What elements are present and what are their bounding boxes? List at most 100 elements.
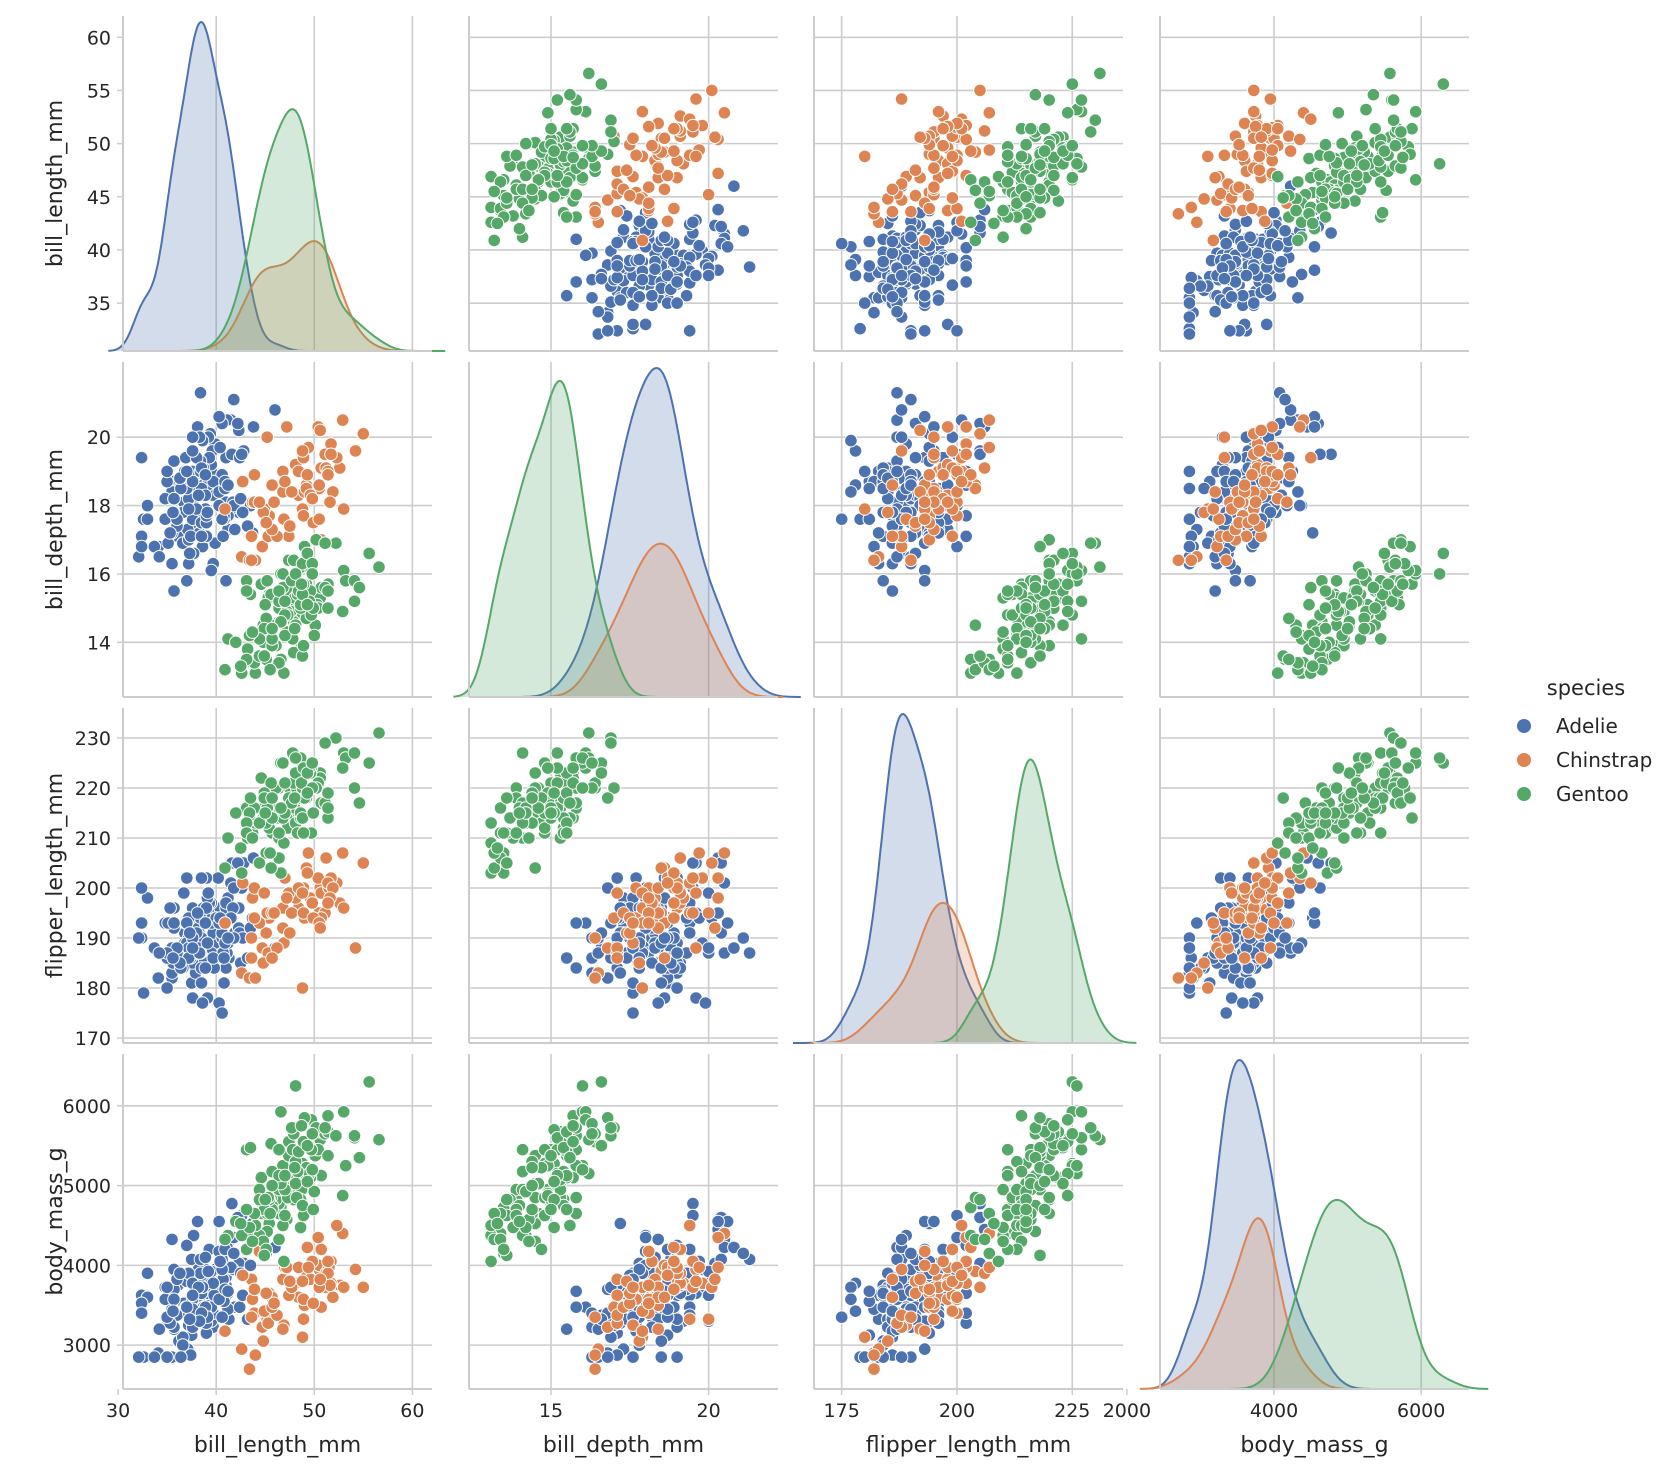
point-chinstrap xyxy=(641,1278,656,1293)
point-gentoo xyxy=(258,806,273,820)
y-tick-label: 35 xyxy=(87,293,111,315)
point-adelie xyxy=(186,1228,201,1243)
point-adelie xyxy=(610,235,625,250)
point-gentoo xyxy=(1375,205,1390,220)
point-chinstrap xyxy=(927,161,941,175)
point-gentoo xyxy=(305,1162,320,1177)
point-adelie xyxy=(600,324,615,338)
point-adelie xyxy=(950,324,964,338)
point-adelie xyxy=(908,271,923,286)
point-chinstrap xyxy=(1254,951,1268,965)
point-gentoo xyxy=(1386,93,1401,107)
point-chinstrap xyxy=(267,495,281,510)
point-chinstrap xyxy=(311,1230,326,1245)
point-adelie xyxy=(231,416,245,431)
point-gentoo xyxy=(559,210,574,224)
point-gentoo xyxy=(260,574,275,588)
point-chinstrap xyxy=(857,149,872,164)
point-gentoo xyxy=(594,1075,609,1089)
point-chinstrap xyxy=(922,1282,937,1297)
point-chinstrap xyxy=(711,1230,725,1245)
point-adelie xyxy=(1283,403,1298,417)
point-chinstrap xyxy=(1258,214,1272,229)
point-adelie xyxy=(140,891,155,905)
point-gentoo xyxy=(566,1119,580,1133)
point-gentoo xyxy=(1327,190,1342,204)
point-chinstrap xyxy=(1247,856,1261,870)
point-chinstrap xyxy=(259,926,274,940)
point-gentoo xyxy=(1340,182,1355,197)
point-gentoo xyxy=(1408,104,1423,119)
point-chinstrap xyxy=(1280,495,1294,510)
point-adelie xyxy=(165,1232,179,1247)
point-chinstrap xyxy=(305,491,320,506)
point-adelie xyxy=(742,946,757,960)
point-adelie xyxy=(1182,512,1197,527)
point-chinstrap xyxy=(1241,188,1256,203)
point-adelie xyxy=(973,447,987,462)
point-adelie xyxy=(182,546,197,561)
point-chinstrap xyxy=(660,876,675,890)
point-chinstrap xyxy=(657,131,672,146)
point-chinstrap xyxy=(667,1240,681,1255)
point-adelie xyxy=(1259,317,1274,332)
point-gentoo xyxy=(307,628,322,643)
point-gentoo xyxy=(512,221,527,236)
point-gentoo xyxy=(544,1148,558,1163)
point-gentoo xyxy=(277,1254,291,1269)
point-adelie xyxy=(654,1334,669,1348)
point-chinstrap xyxy=(913,423,927,438)
point-adelie xyxy=(638,1230,653,1245)
panel-body_mass_g-vs-body_mass_g xyxy=(1273,1054,1422,1389)
point-adelie xyxy=(720,916,735,930)
point-adelie xyxy=(626,1006,640,1020)
point-chinstrap xyxy=(645,138,659,153)
point-chinstrap xyxy=(708,921,722,935)
point-gentoo xyxy=(278,1208,292,1223)
point-adelie xyxy=(853,321,867,336)
point-gentoo xyxy=(245,831,260,845)
point-gentoo xyxy=(321,786,335,800)
point-gentoo xyxy=(1042,1190,1056,1205)
point-adelie xyxy=(1261,251,1276,266)
point-adelie xyxy=(1224,290,1239,304)
point-gentoo xyxy=(1042,567,1056,581)
point-gentoo xyxy=(569,1190,584,1205)
point-chinstrap xyxy=(313,423,328,438)
point-chinstrap xyxy=(588,971,602,985)
point-gentoo xyxy=(1313,168,1327,183)
point-chinstrap xyxy=(218,1324,232,1338)
point-gentoo xyxy=(490,841,505,855)
point-adelie xyxy=(185,474,200,489)
point-gentoo xyxy=(258,597,273,612)
scatter-flipper_length_mm-vs-bill_depth_mm xyxy=(484,726,757,1020)
y-tick-label: 220 xyxy=(75,778,111,800)
point-gentoo xyxy=(1037,1202,1052,1217)
point-chinstrap xyxy=(244,931,259,945)
point-chinstrap xyxy=(667,1282,681,1297)
point-gentoo xyxy=(1088,113,1103,127)
point-adelie xyxy=(890,464,904,479)
point-gentoo xyxy=(300,597,315,612)
point-gentoo xyxy=(335,604,350,619)
point-chinstrap xyxy=(936,1254,950,1269)
point-gentoo xyxy=(1322,149,1336,164)
point-chinstrap xyxy=(927,447,941,462)
point-adelie xyxy=(736,224,751,238)
point-chinstrap xyxy=(259,515,274,530)
point-gentoo xyxy=(1014,1109,1029,1123)
point-adelie xyxy=(917,288,932,303)
point-gentoo xyxy=(964,215,978,230)
point-chinstrap xyxy=(600,193,615,207)
point-adelie xyxy=(1307,906,1322,920)
point-gentoo xyxy=(585,756,599,770)
point-gentoo xyxy=(1327,649,1342,663)
point-adelie xyxy=(176,1338,190,1352)
point-adelie xyxy=(857,464,872,479)
point-gentoo xyxy=(1033,182,1047,197)
point-gentoo xyxy=(968,233,983,248)
y-tick-label: 18 xyxy=(87,496,111,518)
point-gentoo xyxy=(245,1234,260,1249)
point-gentoo xyxy=(531,801,546,815)
point-gentoo xyxy=(512,806,527,820)
